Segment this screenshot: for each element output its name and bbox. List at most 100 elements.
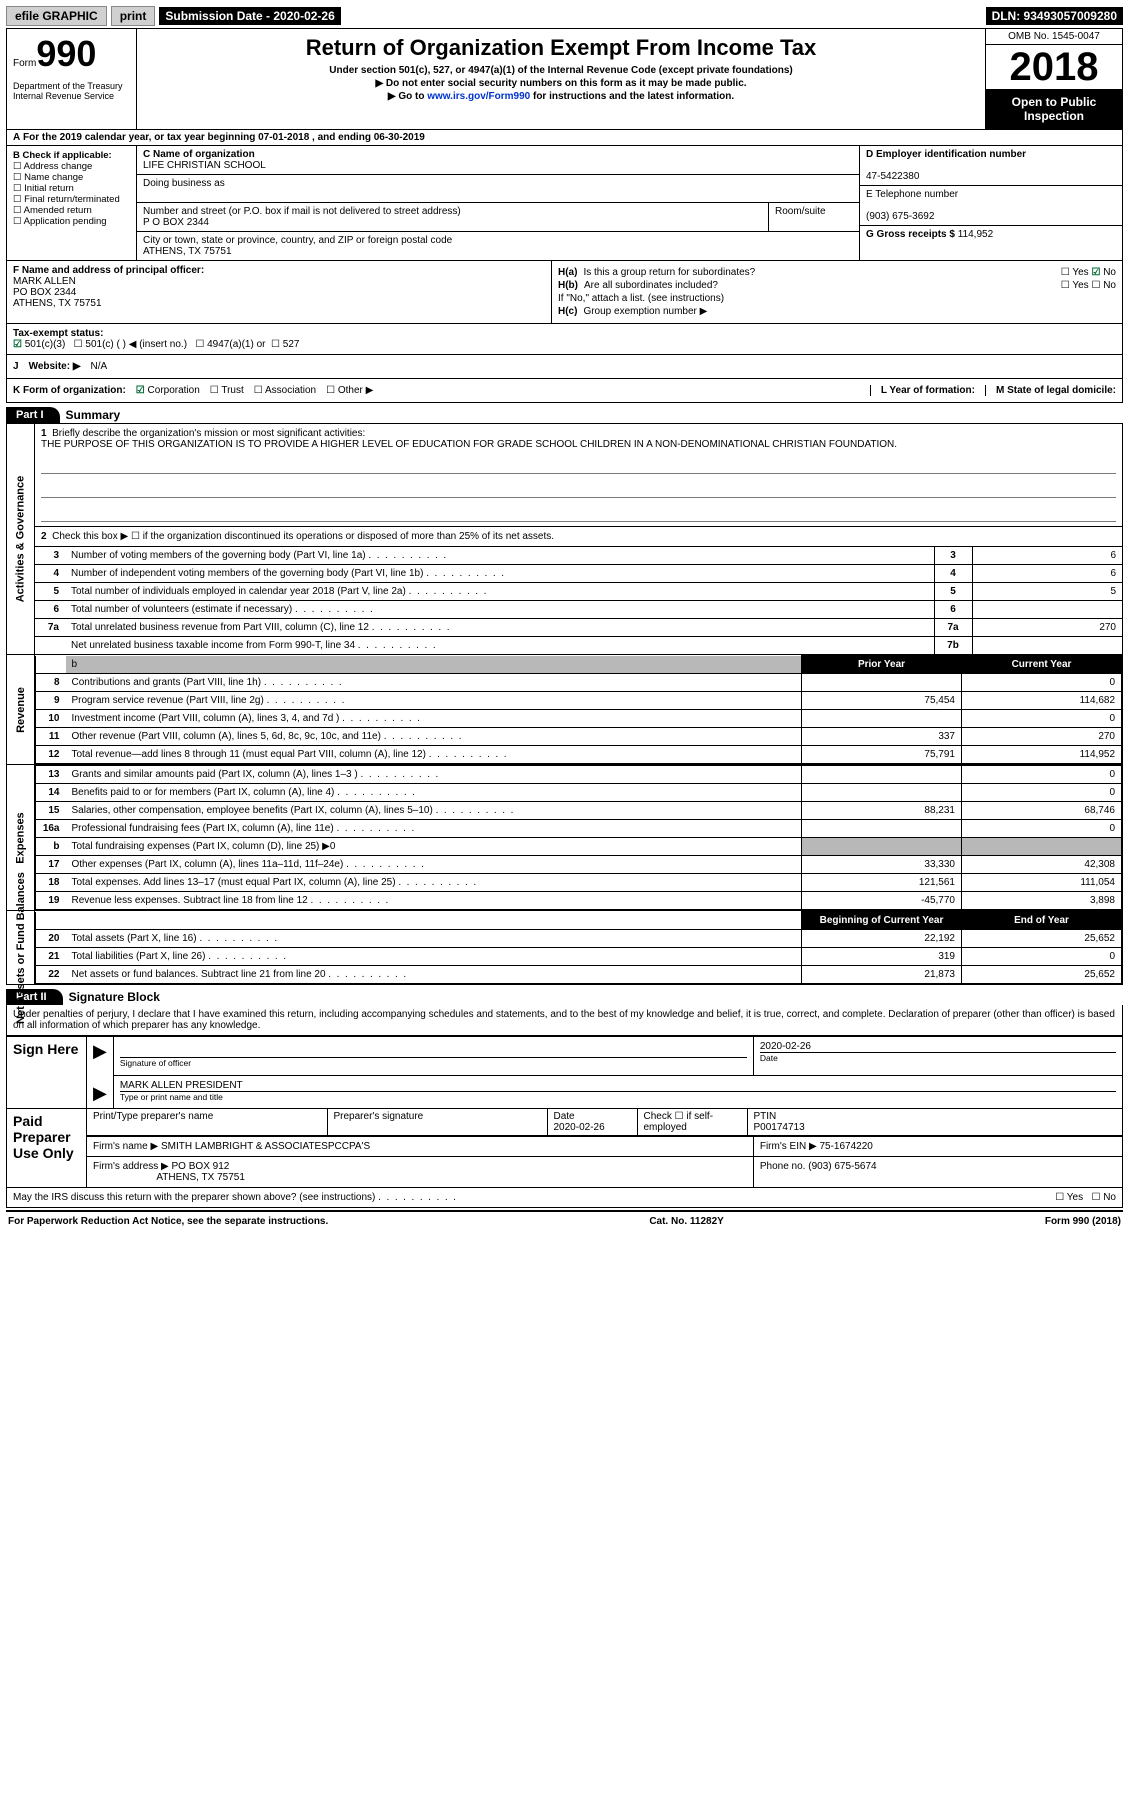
row-cy: 0 <box>962 948 1122 966</box>
k-corp[interactable]: Corporation <box>136 385 200 396</box>
part1-title: Summary <box>66 408 121 422</box>
row-desc: Professional fundraising fees (Part IX, … <box>66 820 802 838</box>
firm-addr2: ATHENS, TX 75751 <box>156 1172 245 1183</box>
submission-date: Submission Date - 2020-02-26 <box>159 7 340 25</box>
chk-pending[interactable]: Application pending <box>13 216 130 227</box>
row-num: 17 <box>36 856 66 874</box>
dept-treasury: Department of the Treasury Internal Reve… <box>13 81 130 101</box>
revenue-table: b Prior Year Current Year8 Contributions… <box>35 655 1122 764</box>
e-label: E Telephone number <box>866 189 958 200</box>
hb-tag: H(b) <box>558 280 578 291</box>
tax-label: Tax-exempt status: <box>13 328 103 339</box>
footer-right: Form 990 (2018) <box>1045 1216 1121 1227</box>
section-f-h: F Name and address of principal officer:… <box>7 260 1122 323</box>
c-name-label: C Name of organization <box>143 149 255 160</box>
row-py <box>802 766 962 784</box>
firm-addr1: PO BOX 912 <box>172 1161 230 1172</box>
ha-label: Is this a group return for subordinates? <box>583 267 755 278</box>
firm-name: SMITH LAMBRIGHT & ASSOCIATESPCCPA'S <box>161 1141 370 1152</box>
vlabel-na: Net Assets or Fund Balances <box>15 872 27 1024</box>
row-num: 4 <box>35 565 65 583</box>
row-val <box>972 637 1122 655</box>
row-num: 11 <box>36 728 66 746</box>
row-box: 3 <box>934 547 972 565</box>
subtitle-1: Under section 501(c), 527, or 4947(a)(1)… <box>145 65 977 76</box>
header: Form990 Department of the Treasury Inter… <box>7 29 1122 129</box>
na-cy-header: End of Year <box>962 912 1122 930</box>
row-num: 7a <box>35 619 65 637</box>
footer-left: For Paperwork Reduction Act Notice, see … <box>8 1216 328 1227</box>
k-trust[interactable]: Trust <box>210 385 244 396</box>
print-btn[interactable]: print <box>111 6 156 26</box>
d-label: D Employer identification number <box>866 149 1026 160</box>
form-number: Form990 <box>13 33 130 75</box>
k-assoc[interactable]: Association <box>254 385 316 396</box>
row-val: 270 <box>972 619 1122 637</box>
hb-no[interactable]: No <box>1091 280 1116 291</box>
page-footer: For Paperwork Reduction Act Notice, see … <box>6 1210 1123 1231</box>
signature-table: Sign Here ▶▶ Signature of officer 2020-0… <box>6 1036 1123 1208</box>
dln: DLN: 93493057009280 <box>986 7 1123 25</box>
hb-yes[interactable]: Yes <box>1061 280 1089 291</box>
pp-date: 2020-02-26 <box>554 1122 605 1133</box>
row-box: 7a <box>934 619 972 637</box>
tax-501c3[interactable]: 501(c)(3) <box>13 339 65 350</box>
sig-date: 2020-02-26 <box>760 1041 1116 1052</box>
discuss-no[interactable]: No <box>1091 1192 1116 1203</box>
ha-no[interactable]: No <box>1091 267 1116 278</box>
tax-501c[interactable]: 501(c) ( ) ◀ (insert no.) <box>74 339 187 350</box>
row-py: 21,873 <box>802 966 962 984</box>
chk-initial[interactable]: Initial return <box>13 183 130 194</box>
netassets-section: Net Assets or Fund Balances Beginning of… <box>6 910 1123 985</box>
pp-date-label: Date <box>554 1111 575 1122</box>
row-cy: 0 <box>962 784 1122 802</box>
tax-4947[interactable]: 4947(a)(1) or <box>195 339 265 350</box>
efile-btn[interactable]: efile GRAPHIC <box>6 6 107 26</box>
dba-label: Doing business as <box>143 178 225 189</box>
governance-table: 3 Number of voting members of the govern… <box>35 546 1122 654</box>
row-num: 14 <box>36 784 66 802</box>
q2-num: 2 <box>41 531 47 542</box>
row-cy: 25,652 <box>962 930 1122 948</box>
row-py: 33,330 <box>802 856 962 874</box>
chk-address[interactable]: Address change <box>13 161 130 172</box>
row-val <box>972 601 1122 619</box>
sig-date-label: Date <box>760 1052 1116 1063</box>
ptin: P00174713 <box>754 1122 805 1133</box>
k-other[interactable]: Other ▶ <box>326 385 373 396</box>
ptin-label: PTIN <box>754 1111 777 1122</box>
row-desc: Total number of volunteers (estimate if … <box>65 601 934 619</box>
chk-final[interactable]: Final return/terminated <box>13 194 130 205</box>
row-py: 319 <box>802 948 962 966</box>
city-label: City or town, state or province, country… <box>143 235 452 246</box>
form990-link[interactable]: www.irs.gov/Form990 <box>427 91 530 102</box>
discuss-label: May the IRS discuss this return with the… <box>13 1192 456 1203</box>
topbar: efile GRAPHIC print Submission Date - 20… <box>6 6 1123 26</box>
pp-check-self[interactable]: Check ☐ if self-employed <box>637 1109 747 1136</box>
section-b-to-g: B Check if applicable: Address change Na… <box>7 145 1122 260</box>
row-val: 6 <box>972 565 1122 583</box>
row-desc: Salaries, other compensation, employee b… <box>66 802 802 820</box>
org-name: LIFE CHRISTIAN SCHOOL <box>143 160 266 171</box>
row-desc: Total liabilities (Part X, line 26) <box>66 948 802 966</box>
ha-yes[interactable]: Yes <box>1061 267 1089 278</box>
phone: (903) 675-3692 <box>866 211 934 222</box>
row-box: 5 <box>934 583 972 601</box>
subtitle-3: Go to www.irs.gov/Form990 for instructio… <box>145 91 977 102</box>
discuss-yes[interactable]: Yes <box>1055 1192 1083 1203</box>
revenue-section: Revenue b Prior Year Current Year8 Contr… <box>6 654 1123 764</box>
chk-name[interactable]: Name change <box>13 172 130 183</box>
py-header: Prior Year <box>802 656 962 674</box>
row-desc: Contributions and grants (Part VIII, lin… <box>66 674 802 692</box>
row-num: b <box>36 838 66 856</box>
pp-sig-label: Preparer's signature <box>327 1109 547 1136</box>
addr-label: Number and street (or P.O. box if mail i… <box>143 206 461 217</box>
tax-527[interactable]: 527 <box>271 339 299 350</box>
row-py <box>802 674 962 692</box>
officer-name-title: MARK ALLEN PRESIDENT <box>120 1080 1116 1091</box>
chk-amended[interactable]: Amended return <box>13 205 130 216</box>
row-num: 6 <box>35 601 65 619</box>
j-label: Website: ▶ <box>29 361 81 372</box>
open-public-badge: Open to Public Inspection <box>986 89 1122 129</box>
row-box: 4 <box>934 565 972 583</box>
